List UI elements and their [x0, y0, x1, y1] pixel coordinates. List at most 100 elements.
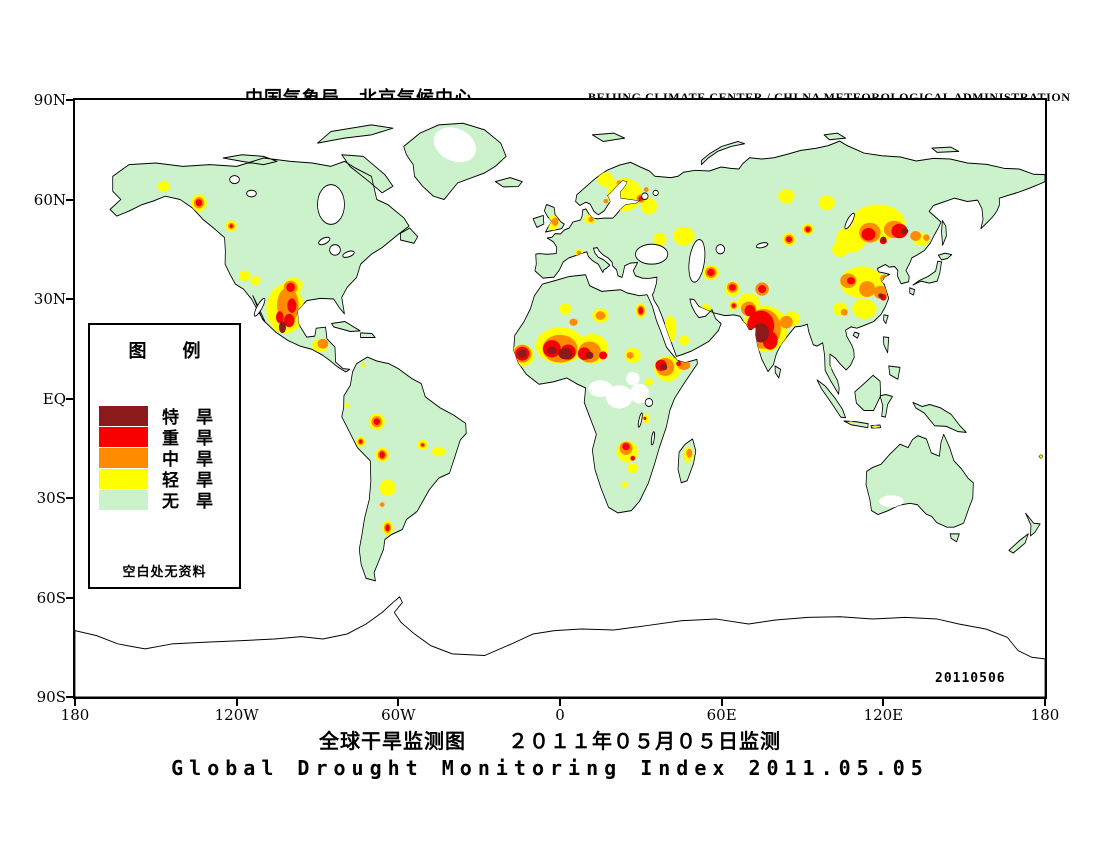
drought-spot-severe [707, 268, 715, 277]
x-axis-tick [1044, 699, 1046, 706]
drought-spot-moderate [595, 311, 606, 320]
x-axis-tick [397, 699, 400, 706]
legend-items: 特 旱重 旱中 旱轻 旱无 旱 [99, 405, 235, 511]
drought-spot-severe [195, 199, 203, 207]
x-axis-tick [559, 699, 561, 706]
drought-spot-severe [229, 224, 233, 228]
y-axis-tick [66, 99, 73, 101]
drought-spot-light [832, 241, 849, 257]
y-axis-label: 90N [33, 91, 66, 109]
y-axis-label: EQ [42, 389, 66, 408]
drought-spot-severe [805, 226, 811, 233]
drought-spot-severe [622, 442, 630, 451]
y-axis-label: 90S [36, 688, 66, 706]
legend-row: 中 旱 [99, 447, 235, 469]
drought-spot-severe [385, 524, 390, 532]
drought-spot-light [361, 363, 366, 367]
drought-spot-severe [379, 451, 385, 459]
drought-spot-light [700, 303, 711, 314]
drought-spot-light [852, 299, 877, 319]
drought-spot-severe [846, 277, 856, 285]
x-axis-tick [720, 699, 723, 706]
drought-spot-light [379, 479, 396, 497]
legend-label: 无 旱 [162, 492, 213, 511]
legend-row: 重 旱 [99, 426, 235, 448]
drought-spot-moderate [910, 231, 922, 241]
x-axis-label: 180 [60, 706, 90, 724]
drought-spot-extreme [901, 228, 909, 234]
drought-spot-severe [728, 284, 736, 291]
antarctica-outline [75, 596, 1045, 697]
drought-spot-moderate [840, 308, 848, 316]
drought-spot-extreme [880, 236, 887, 242]
world-map-svg [75, 122, 1045, 697]
drought-spot-light [873, 425, 878, 429]
legend-row: 无 旱 [99, 489, 235, 511]
drought-spot-severe [786, 236, 792, 243]
drought-spot-severe [276, 311, 284, 324]
legend-label: 特 旱 [162, 408, 213, 427]
drought-spot-light [778, 188, 795, 204]
drought-spot-moderate [616, 180, 622, 186]
drought-spot-light [678, 335, 690, 346]
drought-spot-severe [758, 285, 767, 294]
drought-spot-severe [286, 282, 295, 293]
drought-spot-moderate [643, 187, 649, 192]
legend-swatch-light [99, 468, 148, 489]
x-axis-tick [882, 699, 885, 706]
y-axis-tick [66, 596, 73, 599]
drought-spot-extreme [660, 363, 668, 371]
drought-spot-moderate [686, 448, 693, 458]
x-axis-label: 180 [1030, 706, 1060, 724]
drought-spot-light [597, 172, 614, 187]
drought-spot-severe [358, 439, 363, 444]
y-axis-label: 60S [36, 588, 66, 607]
drought-spot-light [644, 378, 653, 386]
drought-spot-severe [744, 304, 756, 317]
drought-spot-light [849, 420, 853, 424]
drought-spot-extreme [547, 346, 557, 355]
drought-spots-layer [157, 172, 1043, 536]
drought-spot-severe [861, 228, 876, 241]
drought-spot-light [673, 226, 695, 246]
drought-spot-moderate [603, 198, 609, 204]
x-axis-label: 60E [706, 706, 737, 724]
x-axis-tick [74, 699, 76, 706]
legend-note: 空白处无资料 [122, 564, 207, 579]
legend-box: 图 例 特 旱重 旱中 旱轻 旱无 旱 空白处无资料 [88, 323, 241, 589]
footer-title-en: Global Drought Monitoring Index 2011.05.… [171, 756, 929, 780]
lakes-and-seas [229, 175, 855, 446]
drought-spot-severe [287, 298, 297, 313]
drought-spot-moderate [379, 502, 385, 507]
drought-spot-moderate [588, 216, 594, 223]
drought-spot-extreme [752, 323, 770, 343]
drought-spot-light [238, 270, 251, 282]
drought-spot-severe [373, 418, 381, 426]
drought-spot-severe [731, 303, 736, 308]
y-axis-tick [66, 397, 73, 400]
drought-spot-extreme [558, 348, 573, 360]
x-axis-tick [235, 699, 238, 706]
y-axis-tick [66, 198, 73, 201]
drought-spot-severe [638, 306, 644, 315]
drought-spot-moderate [551, 217, 559, 227]
drought-spot-extreme [878, 293, 884, 299]
drought-spot-moderate [569, 318, 578, 326]
x-axis-label: 60W [381, 706, 416, 724]
no-data-areas [433, 127, 904, 508]
legend-label: 中 旱 [162, 450, 213, 469]
legend-swatch-severe [99, 426, 148, 447]
drought-spot-light [559, 302, 572, 315]
drought-spot-severe [676, 361, 681, 366]
drought-spot-moderate [626, 352, 634, 359]
drought-spot-severe [891, 223, 908, 239]
x-axis-label: 120E [863, 706, 904, 724]
drought-spot-severe [599, 351, 608, 360]
y-axis-label: 30N [33, 290, 66, 308]
drought-spot-light [652, 232, 667, 246]
legend-swatch-none [99, 489, 148, 510]
legend-label: 轻 旱 [162, 471, 213, 490]
y-axis-label: 30S [36, 489, 66, 507]
drought-spot-severe [421, 443, 424, 447]
drought-spot-extreme [517, 349, 527, 359]
